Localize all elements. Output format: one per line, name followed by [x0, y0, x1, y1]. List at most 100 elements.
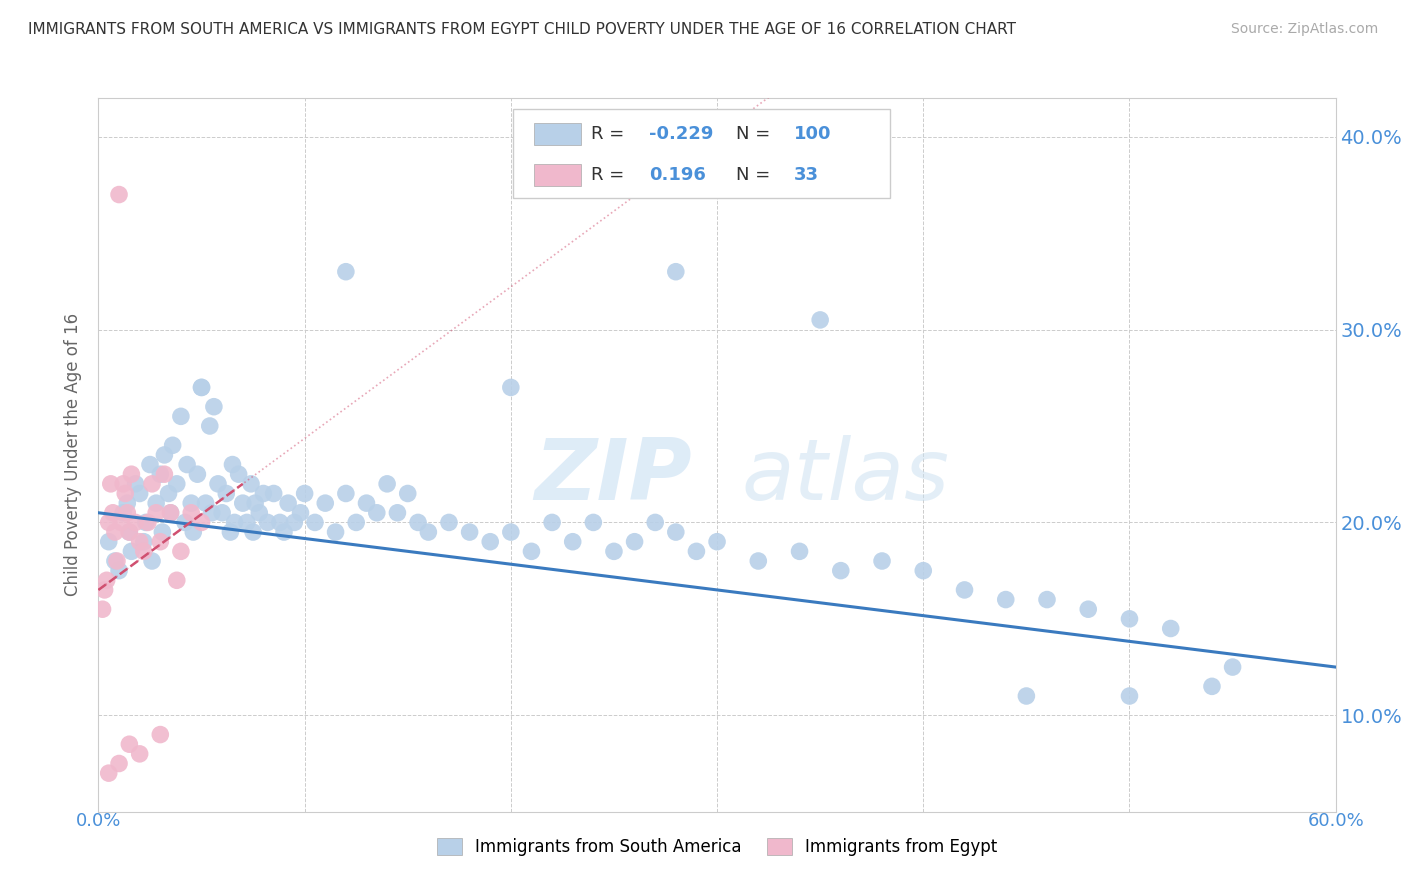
Point [243, 496, 266, 510]
Point [665, 265, 688, 279]
Point [219, 524, 242, 539]
Point [108, 756, 131, 771]
Point [93, 582, 115, 597]
Point [1015, 689, 1038, 703]
Point [97, 534, 120, 549]
Text: 33: 33 [794, 166, 818, 184]
Point [181, 524, 204, 539]
Point [603, 544, 626, 558]
Point [366, 506, 388, 520]
Point [994, 592, 1017, 607]
FancyBboxPatch shape [534, 163, 581, 186]
Point [112, 506, 135, 520]
Point [1160, 622, 1182, 636]
Point [273, 524, 295, 539]
Point [108, 187, 131, 202]
Point [1201, 679, 1223, 693]
Point [114, 486, 136, 500]
Text: 60.0%: 60.0% [1308, 812, 1364, 830]
Legend: Immigrants from South America, Immigrants from Egypt: Immigrants from South America, Immigrant… [429, 830, 1005, 864]
Point [247, 506, 270, 520]
Text: -0.229: -0.229 [650, 125, 713, 143]
Point [194, 496, 217, 510]
Point [170, 409, 193, 424]
Point [132, 544, 155, 558]
Point [128, 534, 150, 549]
Point [541, 516, 564, 530]
Point [224, 516, 246, 530]
Y-axis label: Child Poverty Under the Age of 16: Child Poverty Under the Age of 16 [65, 313, 83, 597]
Point [110, 516, 132, 530]
FancyBboxPatch shape [534, 122, 581, 145]
Text: ZIP: ZIP [534, 434, 692, 518]
Point [561, 534, 583, 549]
Point [232, 496, 254, 510]
Point [685, 544, 707, 558]
Point [120, 544, 142, 558]
Point [141, 476, 163, 491]
Point [1118, 689, 1140, 703]
Point [97, 766, 120, 780]
Point [91, 602, 114, 616]
Point [499, 524, 522, 539]
Point [135, 516, 157, 530]
Point [101, 506, 124, 520]
Point [387, 506, 409, 520]
Point [112, 476, 135, 491]
Point [157, 486, 180, 500]
Point [104, 554, 127, 568]
Point [236, 516, 259, 530]
Point [912, 564, 935, 578]
Point [201, 506, 224, 520]
Text: Source: ZipAtlas.com: Source: ZipAtlas.com [1230, 22, 1378, 37]
Point [198, 419, 221, 434]
Text: 100: 100 [794, 125, 831, 143]
Point [221, 458, 243, 472]
Point [706, 534, 728, 549]
Point [520, 544, 543, 558]
Point [240, 476, 263, 491]
Point [335, 265, 357, 279]
FancyBboxPatch shape [513, 109, 890, 198]
Point [139, 458, 162, 472]
Point [124, 516, 146, 530]
Point [180, 506, 202, 520]
Point [294, 486, 316, 500]
Point [176, 458, 198, 472]
Point [159, 506, 181, 520]
Point [1118, 612, 1140, 626]
Point [149, 467, 172, 482]
Point [97, 516, 120, 530]
Point [479, 534, 502, 549]
Point [644, 516, 666, 530]
Text: N =: N = [735, 166, 776, 184]
Point [789, 544, 811, 558]
Point [145, 496, 167, 510]
Point [186, 467, 208, 482]
Text: 0.0%: 0.0% [76, 812, 121, 830]
Point [215, 486, 238, 500]
Point [104, 524, 127, 539]
Point [190, 380, 212, 394]
Point [1222, 660, 1244, 674]
Point [499, 380, 522, 394]
Point [211, 506, 233, 520]
Point [166, 574, 188, 588]
Point [174, 516, 197, 530]
Point [314, 496, 336, 510]
Point [304, 516, 326, 530]
Point [128, 747, 150, 761]
Point [117, 496, 139, 510]
Point [953, 582, 976, 597]
Point [118, 524, 141, 539]
Point [190, 380, 212, 394]
Point [159, 506, 181, 520]
Point [145, 506, 167, 520]
Point [150, 524, 173, 539]
Point [162, 438, 184, 452]
Point [96, 574, 118, 588]
Point [808, 313, 831, 327]
Point [149, 534, 172, 549]
Point [269, 516, 291, 530]
Point [136, 516, 159, 530]
